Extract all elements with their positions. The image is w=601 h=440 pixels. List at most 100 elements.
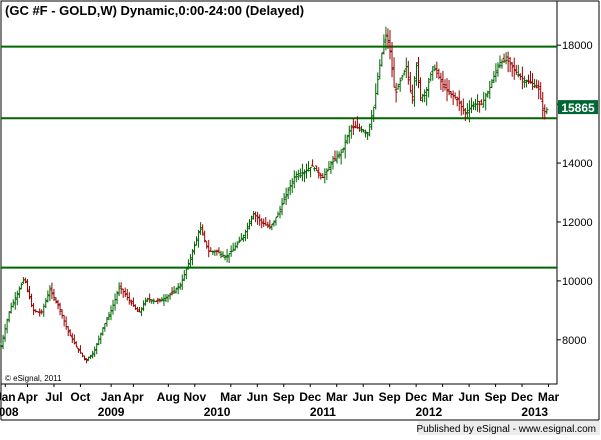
- ohlc-bar-161: [327, 161, 331, 171]
- ohlc-bar-146: [296, 169, 300, 181]
- ohlc-bar-10: [19, 282, 23, 290]
- ohlc-bar-79: [160, 296, 164, 302]
- ohlc-bar-36: [72, 334, 76, 345]
- ohlc-bar-208: [423, 89, 427, 103]
- ohlc-bar-38: [76, 347, 80, 353]
- ohlc-bar-179: [364, 129, 368, 138]
- y-tick-label-1: 10000: [562, 276, 593, 288]
- ohlc-bar-230: [467, 100, 471, 123]
- ohlc-bar-151: [307, 161, 311, 172]
- month-label-6: Aug: [157, 390, 180, 404]
- ohlc-bar-93: [188, 253, 192, 269]
- ohlc-bar-232: [471, 101, 475, 110]
- ohlc-bar-217: [441, 70, 445, 92]
- month-label-11: Dec: [299, 390, 321, 404]
- ohlc-bar-133: [270, 223, 274, 231]
- month-label-7: Nov: [183, 390, 206, 404]
- month-label-16: Mar: [432, 390, 454, 404]
- ohlc-bar-210: [427, 77, 431, 98]
- month-label-20: Mar: [538, 390, 560, 404]
- chart-title: (GC #F - GOLD,W) Dynamic,0:00-24:00 (Del…: [5, 3, 304, 18]
- ohlc-bar-23: [46, 290, 50, 303]
- ohlc-bar-157: [319, 172, 323, 180]
- last-price-value: 15865: [561, 101, 595, 115]
- ohlc-bar-206: [419, 77, 423, 102]
- ohlc-bar-174: [353, 120, 357, 129]
- ohlc-bar-7: [13, 292, 17, 310]
- ohlc-bar-25: [50, 282, 54, 300]
- ohlc-bar-234: [476, 94, 480, 112]
- ohlc-bar-263: [535, 79, 539, 89]
- last-price-badge: 15865: [558, 100, 598, 115]
- ohlc-bar-64: [129, 299, 133, 306]
- ohlc-bar-137: [278, 205, 282, 219]
- ohlc-bar-53: [107, 311, 111, 321]
- ohlc-bar-156: [317, 167, 321, 179]
- ohlc-bar-101: [205, 241, 209, 249]
- year-label-4: 2012: [416, 405, 443, 419]
- ohlc-bar-4: [7, 311, 11, 323]
- ohlc-bar-50: [101, 327, 105, 336]
- ohlc-bar-241: [490, 79, 494, 89]
- month-label-3: Oct: [70, 390, 90, 404]
- ohlc-bar-188: [382, 34, 386, 55]
- ohlc-bar-202: [410, 84, 414, 104]
- ohlc-bar-192: [390, 41, 394, 78]
- ohlc-bar-224: [455, 96, 459, 107]
- ohlc-bar-221: [449, 91, 453, 99]
- ohlc-bar-168: [341, 147, 345, 153]
- ohlc-bar-0: [0, 342, 3, 347]
- ohlc-bar-253: [514, 64, 518, 75]
- ohlc-bar-75: [152, 298, 156, 305]
- month-label-4: Jan: [101, 390, 122, 404]
- ohlc-bar-6: [11, 299, 15, 308]
- ohlc-bar-76: [154, 300, 158, 302]
- ohlc-bar-106: [215, 249, 219, 256]
- ohlc-bar-209: [425, 87, 429, 106]
- ohlc-bar-244: [496, 62, 500, 77]
- ohlc-bar-123: [250, 215, 254, 227]
- ohlc-bar-160: [325, 168, 329, 180]
- ohlc-bar-88: [178, 282, 182, 290]
- ohlc-bar-140: [284, 187, 288, 205]
- ohlc-bar-193: [392, 57, 396, 88]
- ohlc-bar-118: [239, 233, 243, 241]
- last-price-box: [558, 100, 598, 115]
- ohlc-bar-119: [241, 234, 245, 242]
- ohlc-bar-47: [95, 342, 99, 355]
- ohlc-bar-109: [221, 251, 225, 257]
- month-label-5: Apr: [123, 390, 144, 404]
- ohlc-bar-235: [478, 100, 482, 113]
- ohlc-bar-228: [463, 107, 467, 121]
- ohlc-bar-236: [480, 99, 484, 106]
- ohlc-bar-58: [117, 282, 121, 297]
- month-label-14: Sep: [379, 390, 401, 404]
- ohlc-bar-77: [156, 297, 160, 305]
- ohlc-bar-216: [439, 72, 443, 90]
- x-axis: JanAprJulOctJanAprAugNovMarJunSepDecMarJ…: [0, 384, 560, 419]
- ohlc-bar-87: [176, 283, 180, 295]
- ohlc-bar-162: [329, 160, 333, 175]
- ohlc-bar-114: [231, 242, 235, 252]
- year-label-1: 2009: [98, 405, 125, 419]
- ohlc-bar-45: [91, 350, 95, 359]
- ohlc-bar-257: [522, 76, 526, 88]
- ohlc-bar-183: [372, 106, 376, 123]
- ohlc-bar-245: [498, 55, 502, 69]
- month-label-2: Jul: [45, 390, 62, 404]
- ohlc-bar-204: [414, 62, 418, 86]
- ohlc-bar-176: [357, 123, 361, 132]
- ohlc-bar-70: [142, 300, 146, 312]
- ohlc-bar-197: [400, 74, 404, 81]
- ohlc-bar-24: [48, 285, 52, 302]
- ohlc-bar-97: [197, 229, 201, 248]
- ohlc-bar-94: [190, 249, 194, 266]
- ohlc-bar-12: [23, 277, 27, 284]
- ohlc-bar-178: [362, 129, 366, 133]
- ohlc-bar-163: [331, 156, 335, 170]
- copyright-text: © eSignal, 2011: [5, 374, 62, 383]
- ohlc-bar-266: [541, 91, 545, 120]
- ohlc-bar-89: [180, 274, 184, 291]
- ohlc-bar-187: [380, 52, 384, 67]
